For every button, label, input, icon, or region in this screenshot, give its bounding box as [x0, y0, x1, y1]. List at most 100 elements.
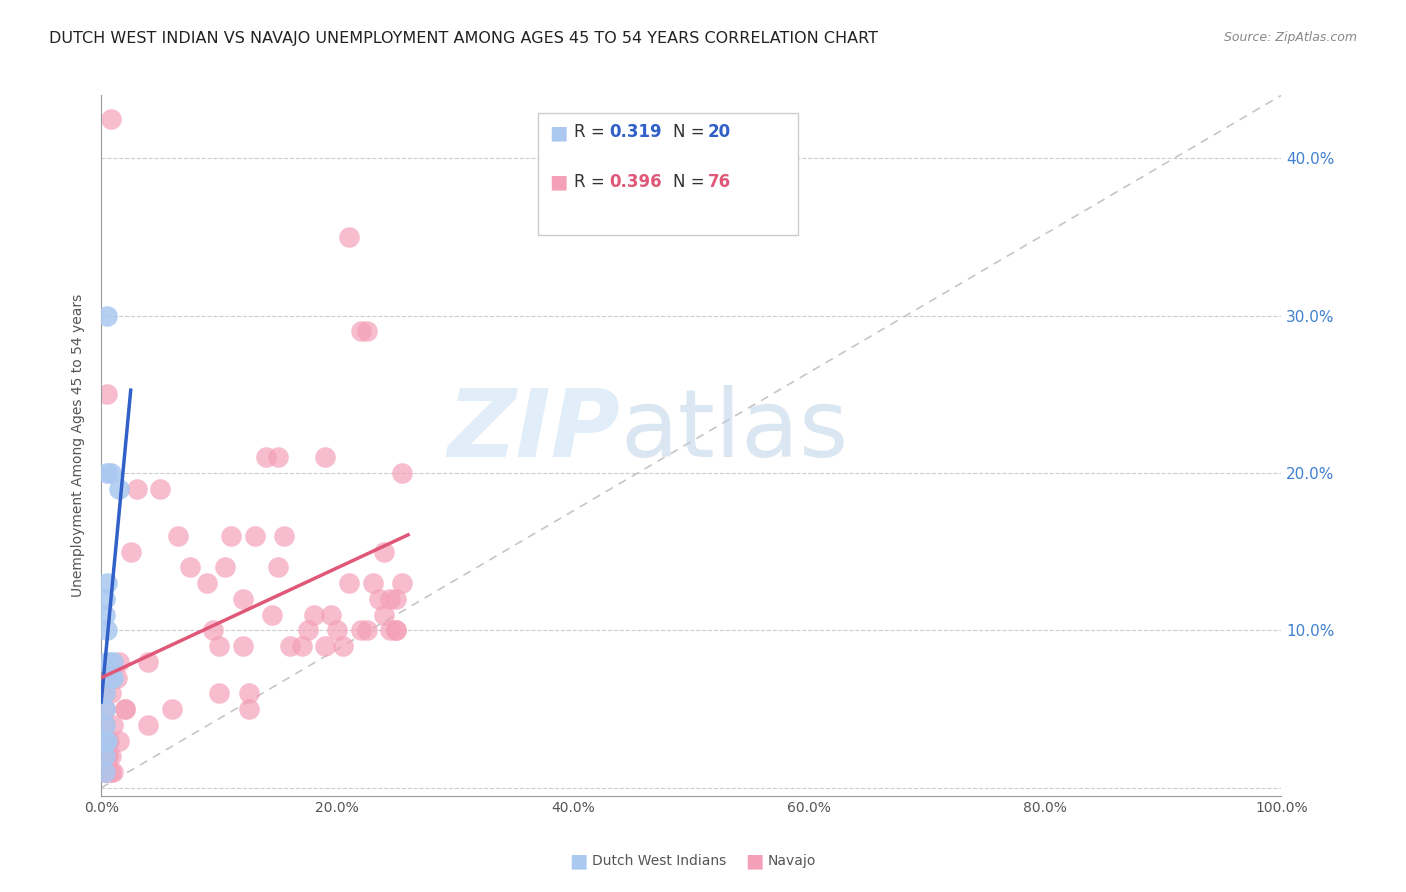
Point [208, 639, 231, 653]
Point [100, 671, 122, 685]
Point [167, 529, 190, 543]
Point [96, 466, 118, 480]
Point [94, 607, 117, 622]
Point [278, 639, 301, 653]
Point [108, 482, 131, 496]
Point [96, 765, 118, 780]
Point [97, 749, 120, 764]
Point [326, 624, 349, 638]
Text: Navajo: Navajo [768, 854, 815, 868]
Point [94, 765, 117, 780]
Point [94, 702, 117, 716]
Point [94, 655, 117, 669]
Point [238, 702, 260, 716]
Text: Source: ZipAtlas.com: Source: ZipAtlas.com [1223, 31, 1357, 45]
Text: DUTCH WEST INDIAN VS NAVAJO UNEMPLOYMENT AMONG AGES 45 TO 54 YEARS CORRELATION C: DUTCH WEST INDIAN VS NAVAJO UNEMPLOYMENT… [49, 31, 879, 46]
Point [208, 686, 231, 700]
Point [337, 230, 360, 244]
Point [114, 702, 136, 716]
Point [94, 718, 117, 732]
Point [267, 450, 290, 465]
Point [232, 639, 254, 653]
Point [256, 450, 278, 465]
Point [273, 529, 295, 543]
Point [125, 482, 148, 496]
Point [373, 545, 395, 559]
Point [138, 718, 160, 732]
Point [302, 607, 325, 622]
Point [385, 591, 408, 606]
Point [202, 624, 225, 638]
Point [391, 466, 413, 480]
Point [385, 624, 408, 638]
Point [160, 702, 183, 716]
Point [101, 765, 124, 780]
Point [97, 671, 120, 685]
Point [96, 733, 118, 747]
Point [350, 324, 373, 338]
Point [350, 624, 373, 638]
Text: Dutch West Indians: Dutch West Indians [592, 854, 725, 868]
Point [96, 749, 118, 764]
Point [380, 591, 402, 606]
Point [100, 466, 122, 480]
Point [94, 765, 117, 780]
Point [373, 607, 395, 622]
Text: ■: ■ [550, 123, 568, 143]
Text: ZIP: ZIP [447, 385, 620, 477]
Point [100, 749, 122, 764]
Text: R =: R = [575, 123, 610, 142]
Point [96, 309, 118, 323]
Text: atlas: atlas [620, 385, 849, 477]
Point [101, 718, 124, 732]
Point [214, 560, 236, 574]
Text: N =: N = [673, 123, 710, 142]
Point [96, 749, 118, 764]
Point [94, 718, 117, 732]
Point [96, 576, 118, 591]
Text: 0.396: 0.396 [610, 172, 662, 191]
Point [219, 529, 242, 543]
Point [243, 529, 266, 543]
Point [101, 655, 124, 669]
Point [108, 655, 131, 669]
Point [149, 482, 172, 496]
Point [138, 655, 160, 669]
Point [179, 560, 201, 574]
Point [94, 686, 117, 700]
Point [291, 639, 314, 653]
Point [97, 733, 120, 747]
Point [94, 686, 117, 700]
Point [391, 576, 413, 591]
Point [108, 733, 131, 747]
Point [94, 671, 117, 685]
Point [100, 686, 122, 700]
Text: ■: ■ [569, 851, 588, 871]
Point [356, 324, 378, 338]
Point [262, 607, 284, 622]
Point [101, 671, 124, 685]
Point [96, 733, 118, 747]
Y-axis label: Unemployment Among Ages 45 to 54 years: Unemployment Among Ages 45 to 54 years [72, 293, 86, 597]
Point [94, 591, 117, 606]
Point [238, 686, 260, 700]
Point [361, 576, 384, 591]
Point [197, 576, 219, 591]
Text: N =: N = [673, 172, 710, 191]
Point [94, 765, 117, 780]
Point [337, 576, 360, 591]
Point [332, 639, 354, 653]
Point [94, 749, 117, 764]
Text: 20: 20 [709, 123, 731, 142]
Point [267, 560, 290, 574]
Point [356, 624, 378, 638]
Point [98, 655, 121, 669]
Point [380, 624, 402, 638]
Text: 76: 76 [709, 172, 731, 191]
Point [100, 765, 122, 780]
Point [105, 671, 128, 685]
Point [297, 624, 319, 638]
Point [232, 591, 254, 606]
Text: ■: ■ [745, 851, 763, 871]
Point [314, 450, 336, 465]
